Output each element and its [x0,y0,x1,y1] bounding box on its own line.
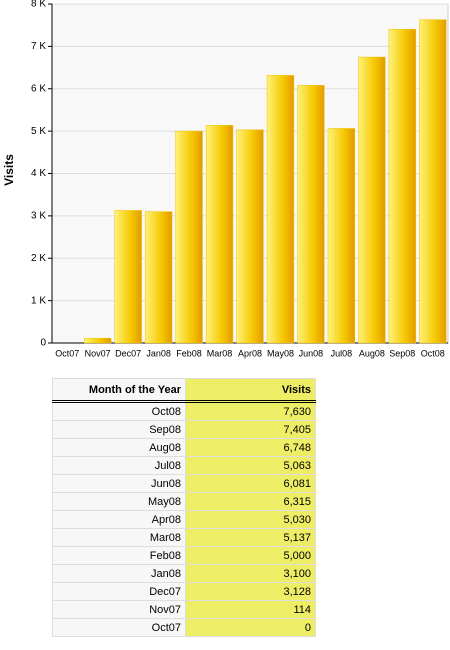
x-tick-label: Feb08 [176,348,202,358]
table-row: Dec07 3,128 [52,582,316,601]
table-row: Sep08 7,405 [52,420,316,439]
table-cell: Oct08 [52,401,186,421]
table-cell: Dec07 [52,582,186,601]
table-cell: Jul08 [52,456,186,475]
table-cell: Jan08 [52,564,186,583]
table-cell: 5,063 [185,456,316,475]
table-row: Jul08 5,063 [52,456,316,475]
y-tick-label: 3 K [31,211,46,222]
table-cell: Feb08 [52,546,186,565]
table-cell: 5,030 [185,510,316,529]
bar [266,75,295,344]
y-axis-label: Visits [2,154,16,186]
x-tick-label: Sep08 [389,348,415,358]
y-tick-label: 2 K [31,253,46,264]
table-cell: Jun08 [52,474,186,493]
bar [358,56,386,344]
table-row: Oct07 0 [52,618,316,637]
y-tick-label: 8 K [31,0,46,10]
table-cell: Mar08 [52,528,186,547]
bar [236,129,264,344]
table-cell: Nov07 [52,600,186,619]
table-row: Feb08 5,000 [52,546,316,565]
y-tick-label: 4 K [31,168,46,179]
x-tick-label: Oct08 [421,348,445,358]
y-tick-label: 6 K [31,83,46,94]
table-cell: Apr08 [52,510,186,529]
x-tick-label: Aug08 [359,348,385,358]
x-tick-label: Nov07 [85,348,111,358]
table-cell: 6,748 [185,438,316,457]
data-table: Month of the Year Visits Oct08 7,630 Sep08 7,… [52,378,316,637]
table-row: Aug08 6,748 [52,438,316,457]
table-cell: 114 [185,600,316,619]
x-tick-label: Jun08 [299,348,324,358]
bar [144,211,173,344]
bar [388,28,416,344]
bar [114,210,142,344]
table-cell: 7,630 [185,401,316,421]
x-tick-label: Jul08 [331,348,353,358]
table-row: Jun08 6,081 [52,474,316,493]
table-row: Oct08 7,630 [52,401,316,421]
x-tick-label: Apr08 [238,348,262,358]
y-tick-label: 5 K [31,126,46,137]
bar [175,130,203,344]
bar [205,125,234,344]
table-cell: 3,100 [185,564,316,583]
bar [297,85,325,344]
header-cell: Month of the Year [52,378,186,403]
x-tick-label: May08 [267,348,294,358]
table-row: May08 6,315 [52,492,316,511]
bar [419,19,447,344]
x-tick-label: Dec07 [115,348,141,358]
header-cell: Visits [185,378,316,403]
bar [327,128,356,344]
table-cell: 5,137 [185,528,316,547]
bar [84,337,112,344]
x-tick-label: Jan08 [146,348,171,358]
y-tick-label: 0 [40,338,46,349]
table-cell: 5,000 [185,546,316,565]
table-cell: 7,405 [185,420,316,439]
table-cell: May08 [52,492,186,511]
table-cell: 6,081 [185,474,316,493]
x-tick-label: Mar08 [207,348,233,358]
y-tick-label: 7 K [31,41,46,52]
table-cell: 6,315 [185,492,316,511]
table-cell: 3,128 [185,582,316,601]
table-cell: Oct07 [52,618,186,637]
table-row: Mar08 5,137 [52,528,316,547]
table-cell: 0 [185,618,316,637]
y-tick-label: 1 K [31,295,46,306]
chart: Visits 0 1 K 2 K 3 K 4 K 5 K 6 K 7 K 8 K Oct07 Nov… [2,0,449,358]
table-cell: Aug08 [52,438,186,457]
table-row: Nov07 114 [52,600,316,619]
table-row: Jan08 3,100 [52,564,316,583]
table-cell: Sep08 [52,420,186,439]
table-row: Apr08 5,030 [52,510,316,529]
header-row: Month of the Year Visits [52,378,316,403]
x-tick-label: Oct07 [55,348,79,358]
